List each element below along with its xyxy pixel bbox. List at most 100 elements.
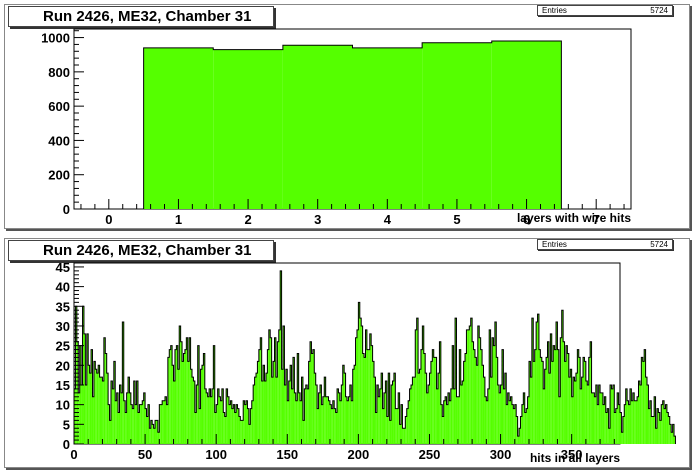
histogram-bar: [174, 349, 177, 444]
histogram-bar: [381, 373, 383, 444]
histogram-bar: [120, 392, 123, 444]
histogram-bar: [520, 416, 522, 444]
histogram-bar: [179, 325, 181, 444]
y-tick-label: 35: [56, 299, 70, 314]
histogram-bar: [200, 369, 202, 444]
histogram-bar: [452, 345, 454, 444]
histogram-bar: [403, 428, 406, 444]
histogram-bar: [297, 353, 299, 444]
x-tick-label: 1: [175, 212, 182, 227]
histogram-bar: [237, 408, 239, 444]
histogram-bar: [83, 333, 86, 444]
histogram-bar: [135, 404, 137, 444]
histogram-bar: [75, 306, 77, 444]
histogram-bar: [277, 341, 279, 444]
histogram-bar: [496, 357, 498, 444]
x-tick-label: 200: [348, 447, 370, 462]
histogram-bar: [91, 349, 93, 444]
y-tick-label: 30: [56, 319, 70, 334]
histogram-bar: [472, 341, 474, 444]
histogram-bar: [270, 337, 272, 444]
histogram-bar: [78, 392, 80, 444]
histogram-bar: [477, 325, 480, 444]
histogram-bar: [497, 384, 500, 444]
histogram-bar: [573, 377, 575, 444]
histogram-bar: [315, 384, 318, 444]
histogram-bar: [436, 388, 438, 444]
histogram-bar: [352, 369, 355, 444]
histogram-bar: [578, 357, 581, 444]
x-tick-label: 350: [561, 447, 583, 462]
histogram-bar: [540, 357, 542, 444]
x-tick-label: 0: [70, 447, 77, 462]
histogram-bar: [418, 373, 420, 444]
histogram-bar: [402, 428, 404, 444]
histogram-bar: [509, 400, 511, 444]
histogram-bar: [466, 329, 468, 444]
histogram-bar: [240, 420, 242, 444]
histogram-bar: [435, 357, 437, 444]
histogram-bar: [611, 388, 613, 444]
histogram-bar: [615, 408, 618, 444]
histogram-bar: [361, 325, 363, 444]
histogram-bar: [274, 337, 276, 444]
histogram-bar: [116, 392, 119, 444]
histogram-bar: [213, 49, 283, 210]
histogram-bar: [328, 400, 330, 444]
histogram-bar: [422, 325, 424, 444]
histogram-bar: [122, 322, 124, 444]
histogram-bar: [354, 365, 356, 444]
histogram-bar: [628, 404, 630, 444]
histogram-bar: [115, 400, 117, 444]
histogram-bar: [419, 369, 421, 444]
histogram-bar: [352, 47, 423, 209]
x-tick-label: 5: [453, 212, 460, 227]
histogram-bar: [342, 365, 345, 444]
histogram-bar: [607, 408, 609, 444]
histogram-bar: [283, 325, 285, 444]
histogram-bar: [467, 329, 470, 444]
histogram-bar: [133, 381, 136, 444]
histogram-bar: [480, 349, 483, 444]
histogram-bar: [93, 361, 96, 444]
histogram-bar: [399, 424, 402, 444]
histogram-bar: [118, 412, 120, 444]
histogram-bar: [345, 396, 347, 444]
histogram-bar: [580, 388, 582, 444]
histogram-bar: [365, 329, 367, 444]
histogram-bar: [298, 392, 301, 444]
histogram-bar: [238, 416, 241, 444]
histogram-bar: [595, 384, 598, 444]
histogram-outline: [143, 40, 562, 209]
histogram-bar: [308, 361, 311, 444]
histogram-bar: [140, 404, 143, 444]
histogram-bar: [182, 361, 184, 444]
histogram-bar: [101, 377, 103, 444]
histogram-bar: [267, 349, 269, 444]
stats-box: Entries 5724: [537, 5, 673, 16]
histogram-bar: [160, 404, 163, 444]
histogram-bar: [314, 373, 316, 444]
histogram-bar: [571, 396, 574, 444]
histogram-bar: [641, 357, 643, 444]
histogram-bar: [143, 392, 146, 444]
histogram-bar: [554, 349, 557, 444]
histogram-panel-hits: Run 2426, ME32, Chamber 31 Entries 5724 …: [4, 238, 690, 468]
x-tick-label: 0: [105, 212, 112, 227]
histogram-bar: [119, 384, 121, 444]
x-tick-label: 6: [523, 212, 530, 227]
histogram-bar: [137, 412, 140, 444]
histogram-bar: [196, 384, 198, 444]
histogram-bar: [284, 384, 286, 444]
histogram-bar: [319, 384, 322, 444]
histogram-bar: [661, 404, 663, 444]
x-tick-label: 4: [384, 212, 392, 227]
histogram-bar: [271, 377, 274, 444]
histogram-bar: [602, 404, 605, 444]
histogram-bar: [590, 341, 592, 444]
histogram-bar: [577, 349, 579, 444]
histogram-bar: [426, 392, 429, 444]
histogram-bar: [339, 400, 342, 444]
histogram-bar: [621, 432, 623, 444]
